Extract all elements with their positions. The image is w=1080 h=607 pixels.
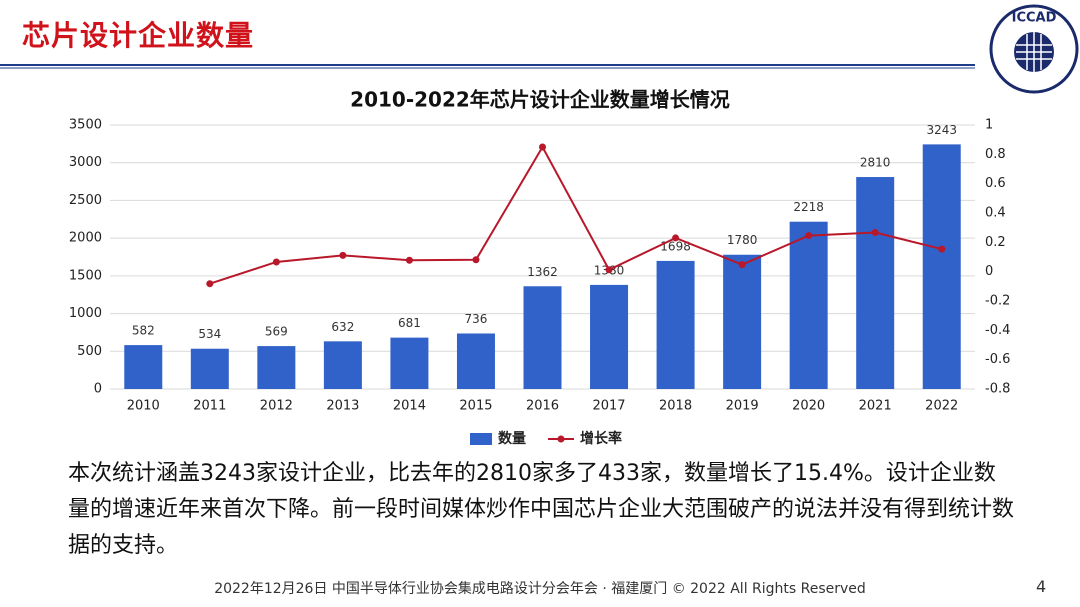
- legend-label: 增长率: [580, 430, 622, 447]
- x-tick-label: 2017: [592, 399, 625, 414]
- bar: [789, 221, 828, 389]
- bar: [124, 345, 163, 389]
- bar: [922, 144, 961, 389]
- bar: [856, 177, 895, 389]
- bar: [723, 254, 762, 389]
- x-tick-label: 2020: [792, 399, 825, 414]
- data-label: 582: [132, 324, 155, 338]
- y2-tick-label: -0.8: [985, 382, 1010, 397]
- line-point: [605, 266, 613, 274]
- line-point: [405, 256, 413, 264]
- footer: 2022年12月26日 中国半导体行业协会集成电路设计分会年会 · 福建厦门 ©…: [214, 581, 866, 597]
- x-tick-label: 2014: [393, 399, 426, 414]
- data-label: 1698: [660, 239, 691, 253]
- line-point: [805, 232, 813, 240]
- line-point: [272, 258, 280, 266]
- x-tick-label: 2015: [459, 399, 492, 414]
- y2-tick-label: -0.4: [985, 323, 1010, 338]
- x-tick-label: 2011: [193, 399, 226, 414]
- y2-tick-label: 0.2: [985, 235, 1006, 250]
- x-tick-label: 2016: [526, 399, 559, 414]
- logo-grid: [1016, 32, 1052, 72]
- y-tick-label: 2000: [69, 231, 102, 246]
- bar: [323, 341, 362, 389]
- x-tick-label: 2013: [326, 399, 359, 414]
- bar: [590, 284, 629, 389]
- page-number: 4: [1036, 577, 1047, 596]
- logo-text: ICCAD: [1012, 11, 1057, 26]
- bar: [190, 348, 229, 389]
- slide-title: 芯片设计企业数量: [22, 19, 255, 52]
- y-tick-label: 3000: [69, 155, 102, 170]
- y2-tick-label: 0: [985, 264, 993, 279]
- x-tick-label: 2019: [726, 399, 759, 414]
- logo: ICCAD: [989, 4, 1079, 94]
- x-tick-label: 2021: [859, 399, 892, 414]
- body-text: 本次统计涵盖3243家设计企业，比去年的2810家多了433家，数量增长了15.…: [68, 461, 1015, 558]
- y2-tick-label: 0.4: [985, 206, 1006, 221]
- chart-title: 2010-2022年芯片设计企业数量增长情况: [350, 88, 730, 112]
- line-point: [539, 143, 546, 151]
- y2-tick-label: -0.6: [985, 352, 1010, 367]
- legend-swatch: [557, 435, 565, 443]
- data-label: 3243: [926, 123, 957, 137]
- data-label: 681: [398, 316, 421, 330]
- data-label: 736: [465, 312, 488, 326]
- x-tick-label: 2012: [260, 399, 293, 414]
- line-point: [871, 229, 879, 237]
- line-point: [738, 261, 746, 269]
- y-tick-label: 1500: [69, 268, 102, 283]
- data-label: 569: [265, 325, 288, 339]
- y-tick-label: 1000: [69, 306, 102, 321]
- bar: [656, 260, 695, 389]
- y-tick-label: 0: [94, 382, 102, 397]
- y-tick-label: 500: [77, 344, 102, 359]
- x-tick-label: 2018: [659, 399, 692, 414]
- line-point: [472, 256, 480, 264]
- data-label: 2218: [793, 200, 824, 214]
- data-label: 632: [331, 320, 354, 334]
- bar: [257, 346, 296, 389]
- bar: [523, 286, 562, 389]
- bar: [456, 333, 495, 389]
- y2-tick-label: 1: [985, 118, 993, 133]
- data-label: 1362: [527, 265, 558, 279]
- x-tick-label: 2022: [925, 399, 958, 414]
- y2-tick-label: 0.6: [985, 176, 1006, 191]
- data-label: 2810: [860, 156, 891, 170]
- data-label: 534: [198, 327, 221, 341]
- y2-tick-label: -0.2: [985, 294, 1010, 309]
- y-tick-label: 3500: [69, 118, 102, 133]
- y2-tick-label: 0.8: [985, 147, 1006, 162]
- x-tick-label: 2010: [127, 399, 160, 414]
- bar: [390, 337, 429, 389]
- line-point: [339, 251, 347, 259]
- line-point: [938, 245, 946, 253]
- line: [209, 144, 942, 285]
- line-point: [206, 280, 214, 288]
- y-tick-label: 2500: [69, 193, 102, 208]
- legend-swatch: [470, 433, 492, 445]
- line-point: [672, 234, 680, 242]
- data-label: 1780: [727, 233, 758, 247]
- legend-label: 数量: [498, 430, 526, 447]
